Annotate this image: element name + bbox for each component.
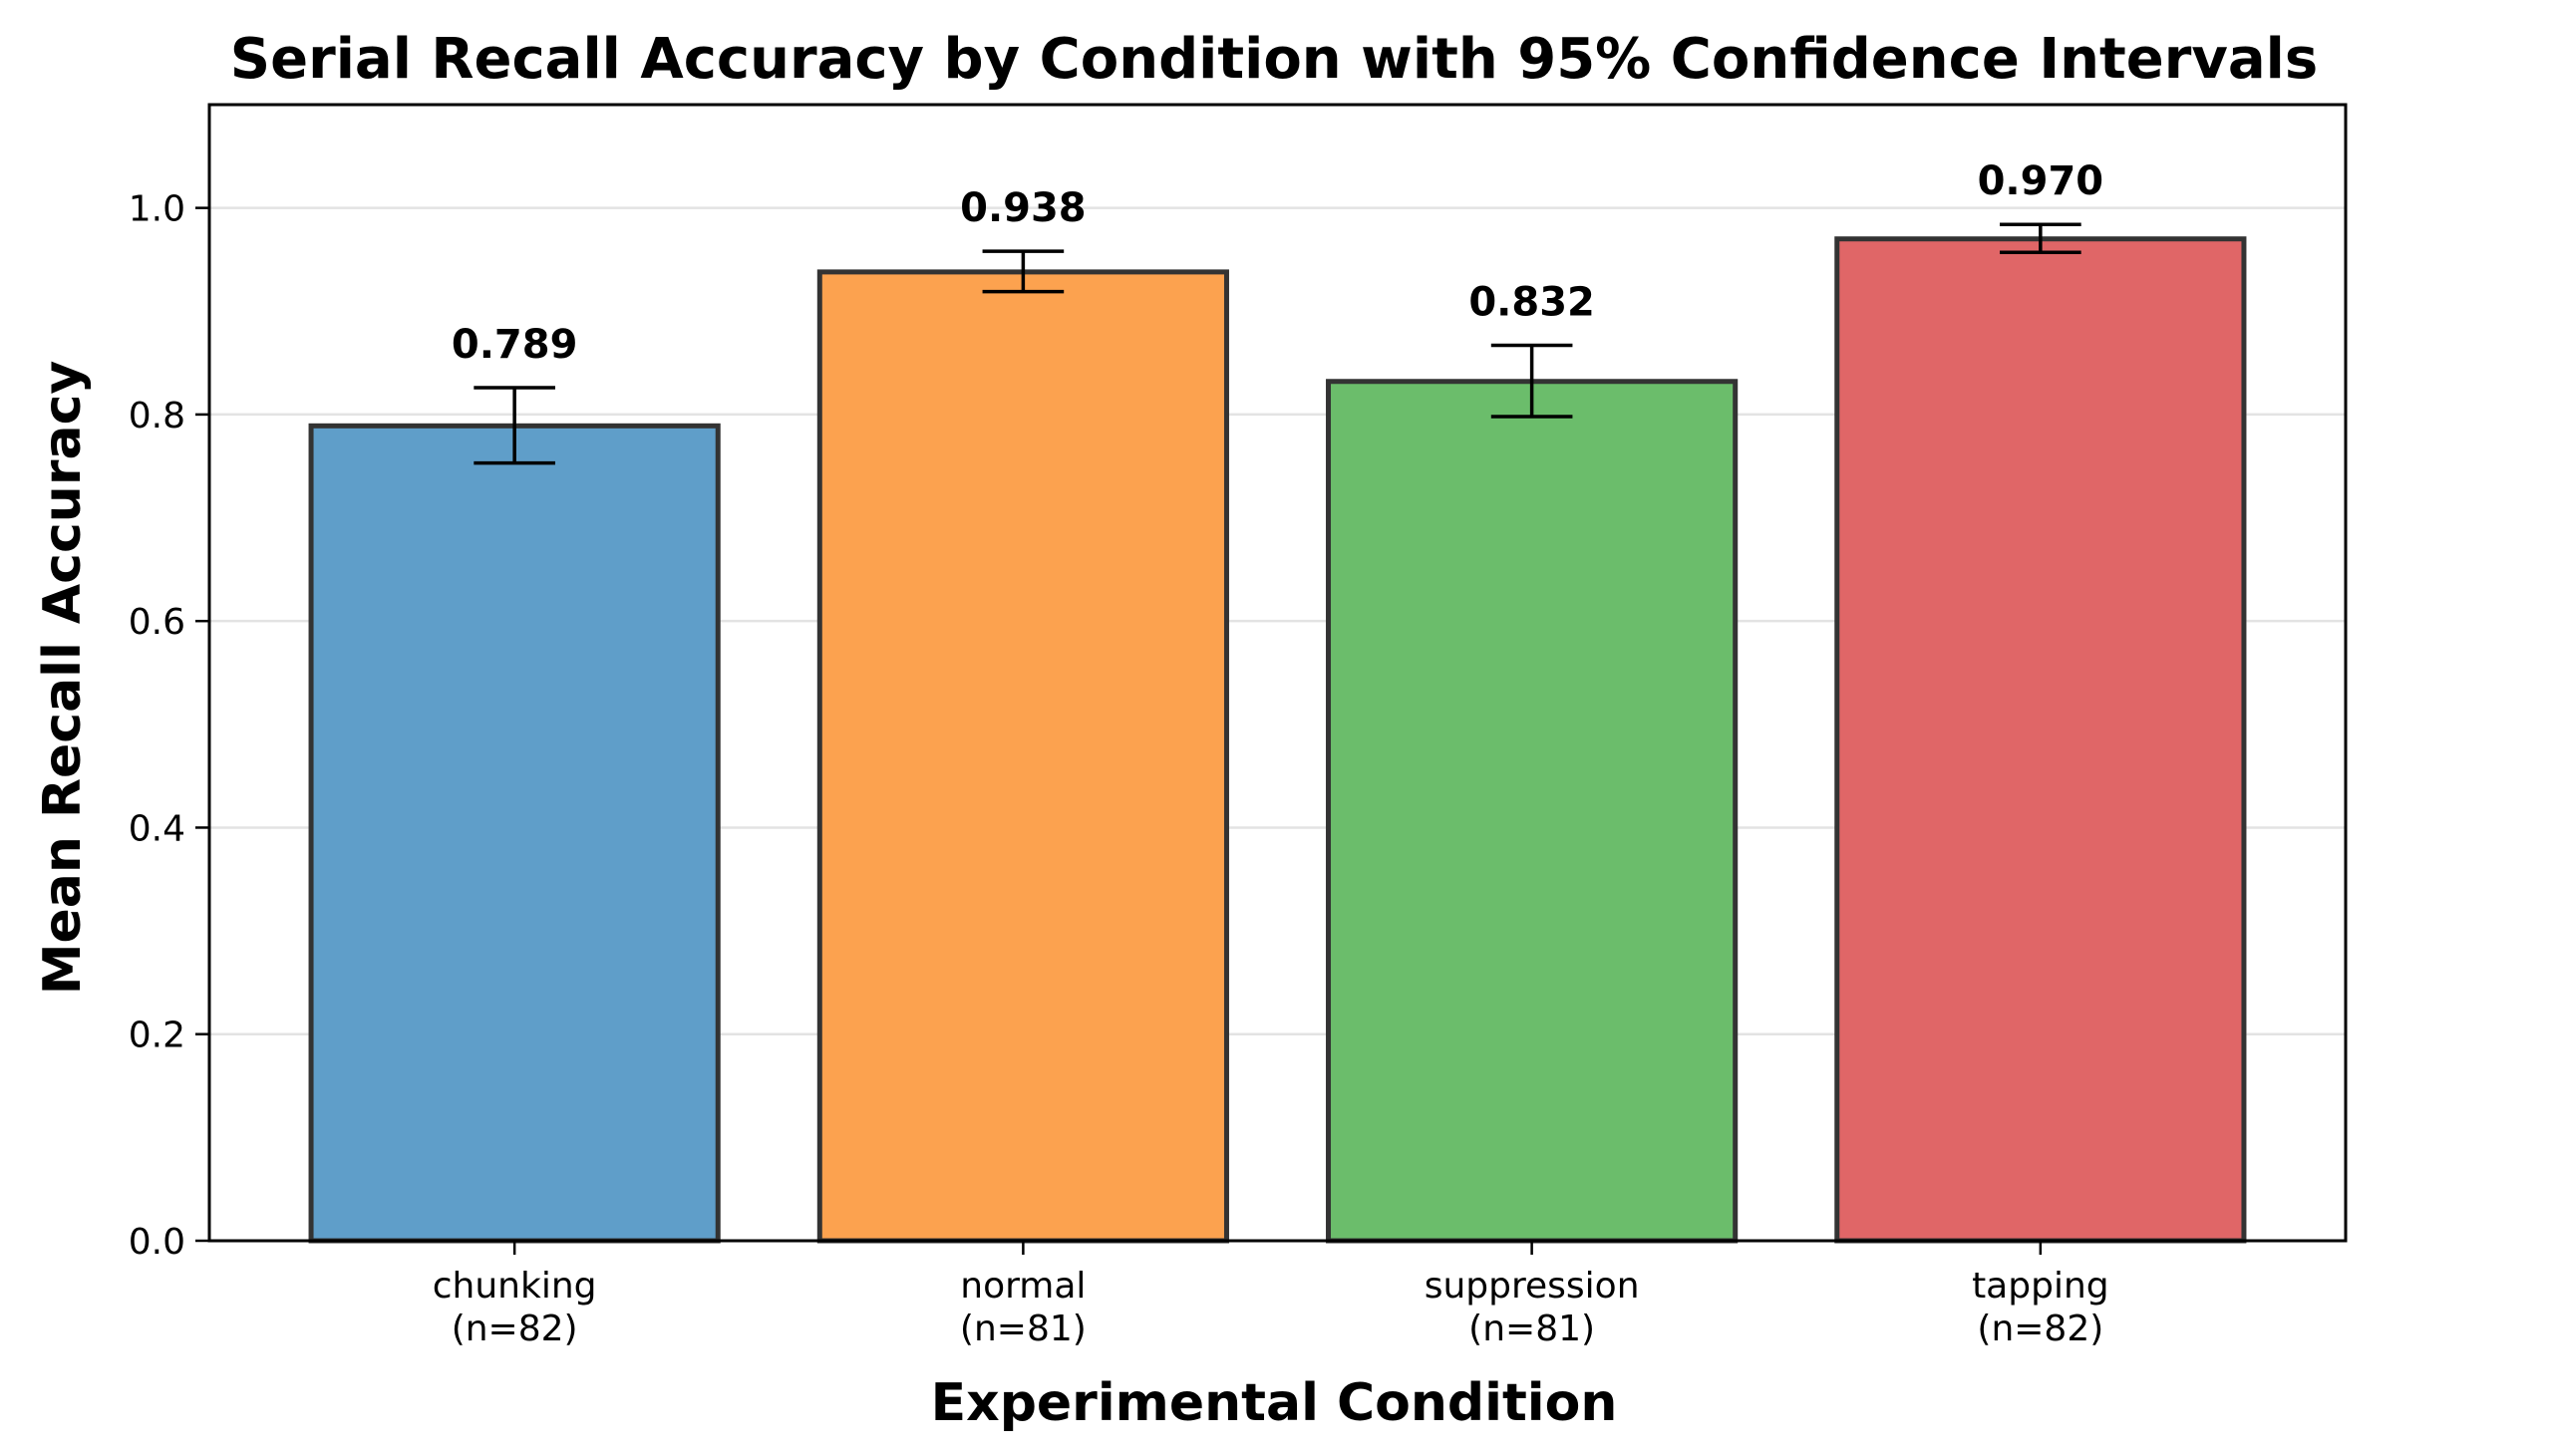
y-tick-label: 0.2	[129, 1016, 185, 1056]
bar-tapping	[1834, 236, 2247, 1244]
value-labels-layer: 0.789 0.938 0.832 0.970	[452, 158, 2103, 368]
error-bar-suppression	[1490, 343, 1573, 419]
bars-layer	[308, 236, 2247, 1244]
y-axis-label: Mean Recall Accuracy	[33, 361, 93, 996]
y-tick-label: 0.4	[129, 808, 185, 849]
x-tick-sample-size: (n=81)	[1468, 1309, 1595, 1349]
axes-layer: 0.00.20.40.60.81.0chunking(n=82)normal(n…	[129, 103, 2348, 1349]
chart-title: Serial Recall Accuracy by Condition with…	[230, 27, 2318, 92]
y-tick-label: 0.8	[129, 396, 185, 437]
x-tick-sample-size: (n=82)	[1977, 1309, 2103, 1349]
error-bars-layer	[474, 222, 2081, 465]
error-bar-normal	[982, 249, 1065, 294]
bar-normal	[816, 269, 1229, 1244]
bar-chunking	[308, 423, 721, 1244]
value-label-chunking: 0.789	[452, 322, 578, 368]
x-axis-label: Experimental Condition	[931, 1373, 1618, 1433]
x-tick-sample-size: (n=81)	[960, 1309, 1087, 1349]
y-tick-label: 0.0	[129, 1222, 185, 1263]
error-bar-tapping	[2000, 222, 2081, 254]
value-label-tapping: 0.970	[1978, 158, 2104, 204]
value-label-suppression: 0.832	[1468, 279, 1595, 325]
plot-frame	[207, 103, 2348, 1243]
x-tick-label-chunking: chunking	[433, 1266, 597, 1307]
value-label-normal: 0.938	[960, 185, 1087, 231]
y-tick-label: 0.6	[129, 602, 185, 643]
x-tick-label-tapping: tapping	[1972, 1266, 2109, 1307]
x-tick-label-suppression: suppression	[1425, 1266, 1640, 1307]
x-tick-label-normal: normal	[960, 1266, 1086, 1307]
error-bar-chunking	[474, 386, 555, 465]
y-tick-label: 1.0	[129, 189, 185, 230]
bar-suppression	[1326, 379, 1739, 1244]
x-tick-sample-size: (n=82)	[452, 1309, 578, 1349]
